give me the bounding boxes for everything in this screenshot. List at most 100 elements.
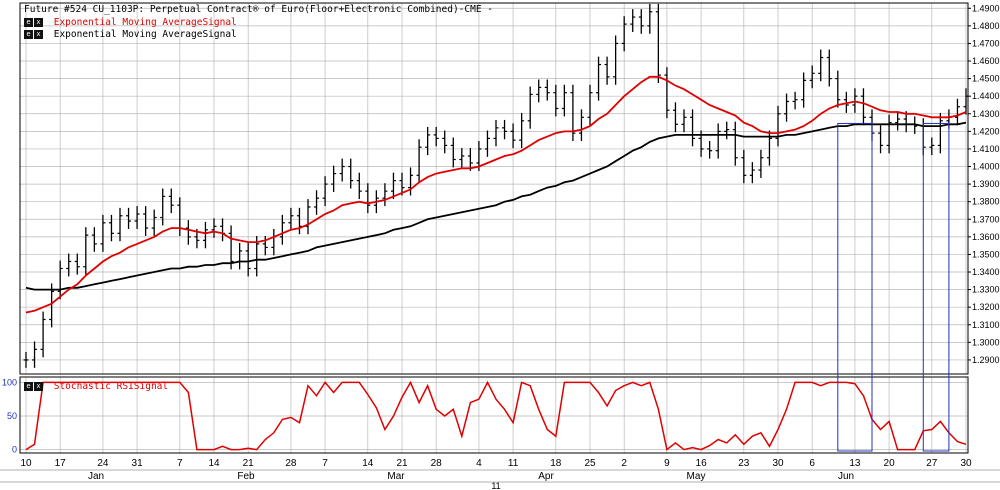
price-bar xyxy=(621,16,627,52)
x-tick-label: 7 xyxy=(322,458,328,469)
stoch-y-tick-label: 0 xyxy=(12,445,17,455)
y-tick-label: 1.3000 xyxy=(972,337,1000,347)
price-bar xyxy=(647,3,653,34)
price-bar xyxy=(732,121,738,166)
legend-e-box[interactable]: e xyxy=(24,382,33,391)
marker-box xyxy=(922,122,950,452)
x-tick-label: 2 xyxy=(621,458,627,469)
price-bar xyxy=(245,243,251,277)
ema-fast-line xyxy=(25,75,967,314)
price-bar xyxy=(527,86,533,129)
legend-stoch-label: Stochastic RSISignal xyxy=(53,381,169,392)
legend-x-box[interactable]: x xyxy=(34,18,43,27)
price-bar xyxy=(613,35,619,85)
y-tick-label: 1.4000 xyxy=(972,162,1000,172)
price-bar xyxy=(296,207,302,235)
price-bar xyxy=(23,352,29,368)
price-bar xyxy=(715,123,721,159)
price-bar xyxy=(775,105,781,147)
price-bar xyxy=(954,98,960,126)
legend-ema-slow-label: Exponential Moving AverageSignal xyxy=(53,29,237,40)
price-bar xyxy=(211,218,217,238)
price-bar xyxy=(784,93,790,122)
price-bar xyxy=(32,341,38,368)
price-bar xyxy=(433,126,439,147)
x-tick-label: 13 xyxy=(849,458,861,469)
y-tick-label: 1.4300 xyxy=(972,109,1000,119)
y-tick-label: 1.4600 xyxy=(972,56,1000,66)
legend-e-box[interactable]: e xyxy=(24,18,33,27)
price-bar xyxy=(134,206,140,229)
price-bar xyxy=(664,67,670,119)
y-tick-label: 1.4700 xyxy=(972,38,1000,48)
price-bar xyxy=(818,49,824,82)
price-bar xyxy=(237,243,243,270)
price-bar xyxy=(493,119,499,147)
price-bars xyxy=(23,3,969,368)
ema-slow-line xyxy=(25,121,967,291)
price-bar xyxy=(365,183,371,214)
price-bar xyxy=(749,162,755,184)
month-label: Apr xyxy=(538,471,554,482)
price-bar xyxy=(519,112,525,149)
legend-ema-fast-label: Exponential Moving AverageSignal xyxy=(53,17,237,28)
price-bar xyxy=(544,79,550,101)
y-tick-label: 1.3800 xyxy=(972,197,1000,207)
price-y-axis: 1.2900 1.3000 1.3100 1.3200 1.3300 1.3400 1.35… xyxy=(968,3,1000,365)
y-tick-label: 1.3100 xyxy=(972,320,1000,330)
price-bar xyxy=(553,84,559,117)
price-bar xyxy=(425,126,431,156)
x-tick-label: 14 xyxy=(362,458,374,469)
x-tick-label: 20 xyxy=(884,458,896,469)
price-bar xyxy=(638,9,644,34)
price-bar xyxy=(416,139,422,184)
y-tick-label: 1.3500 xyxy=(972,249,1000,259)
price-bar xyxy=(724,121,730,140)
price-bar xyxy=(49,283,55,328)
price-bar xyxy=(484,130,490,157)
price-bar xyxy=(228,225,234,270)
x-tick-label: 21 xyxy=(396,458,408,469)
price-bar xyxy=(66,253,72,277)
price-bar xyxy=(168,188,174,214)
price-bar xyxy=(578,109,584,142)
month-label: Mar xyxy=(387,471,405,482)
price-bar xyxy=(91,227,97,252)
x-tick-label: 28 xyxy=(431,458,443,469)
x-tick-label: 10 xyxy=(20,458,32,469)
legend-x-box[interactable]: x xyxy=(34,382,43,391)
price-bar xyxy=(220,218,226,242)
month-label: Jun xyxy=(838,471,854,482)
x-tick-label: 25 xyxy=(584,458,596,469)
price-bar xyxy=(604,56,610,85)
y-tick-label: 1.4100 xyxy=(972,144,1000,154)
price-bar xyxy=(262,235,268,256)
legend-e-box[interactable]: e xyxy=(24,30,33,39)
month-label: Jan xyxy=(88,471,104,482)
price-bar xyxy=(596,56,602,101)
y-tick-label: 1.3900 xyxy=(972,179,1000,189)
y-tick-label: 1.3600 xyxy=(972,232,1000,242)
x-tick-label: 24 xyxy=(97,458,109,469)
legend-x-box[interactable]: x xyxy=(34,30,43,39)
month-label: Feb xyxy=(237,471,255,482)
price-bar xyxy=(331,165,337,193)
x-tick-label: 4 xyxy=(476,458,482,469)
price-bar xyxy=(305,199,311,235)
price-bar xyxy=(177,197,183,236)
price-bar xyxy=(288,207,294,231)
y-tick-label: 1.2900 xyxy=(972,355,1000,365)
y-tick-label: 1.4900 xyxy=(972,3,1000,13)
price-bar xyxy=(886,114,892,154)
price-bar xyxy=(792,91,798,110)
price-bar xyxy=(143,206,149,236)
x-tick-label: 17 xyxy=(55,458,67,469)
price-bar xyxy=(314,190,320,215)
price-bar xyxy=(108,214,114,242)
price-bar xyxy=(809,65,815,89)
y-tick-label: 1.3200 xyxy=(972,302,1000,312)
price-bar xyxy=(655,3,661,84)
price-bar xyxy=(937,112,943,154)
